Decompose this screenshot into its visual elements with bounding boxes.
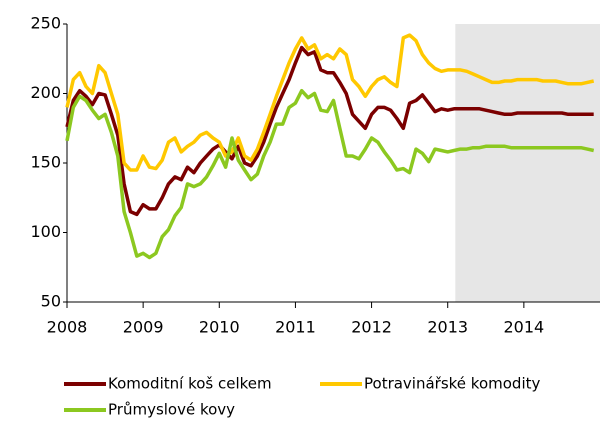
legend-label: Potravinářské komodity: [364, 375, 540, 393]
y-tick-label: 200: [30, 83, 61, 102]
x-tick-label: 2008: [47, 318, 88, 337]
x-tick-label: 2011: [275, 318, 316, 337]
x-tick-label: 2012: [351, 318, 392, 337]
x-tick-label: 2009: [123, 318, 164, 337]
legend-label: Průmyslové kovy: [108, 401, 235, 419]
x-tick-label: 2014: [503, 318, 544, 337]
series-line: [65, 33, 595, 172]
y-tick-label: 250: [30, 14, 61, 33]
y-tick-label: 50: [41, 292, 61, 311]
series-line: [65, 88, 595, 260]
series-line: [65, 45, 594, 217]
x-tick-label: 2010: [199, 318, 240, 337]
y-tick-label: 150: [30, 153, 61, 172]
forecast-region: [455, 24, 600, 302]
legend-label: Komoditní koš celkem: [108, 375, 272, 393]
x-tick-label: 2013: [427, 318, 468, 337]
y-tick-label: 100: [30, 222, 61, 241]
